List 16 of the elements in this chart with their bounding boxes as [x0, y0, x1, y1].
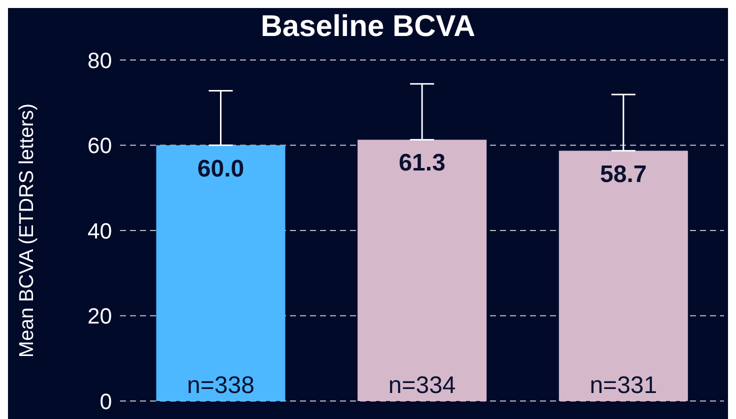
data-label: 61.3 [398, 150, 446, 177]
y-tick-label: 80 [88, 48, 112, 73]
y-tick-label: 20 [88, 304, 112, 329]
bar [156, 145, 286, 401]
chart-title: Baseline BCVA [260, 10, 476, 44]
bar [558, 150, 688, 401]
y-tick-label: 40 [88, 218, 112, 244]
annotation: n=338 [187, 372, 254, 399]
bar [358, 140, 487, 401]
y-axis-title: Mean BCVA (ETDRS letters) [16, 103, 38, 358]
y-tick-label: 0 [100, 388, 112, 414]
data-label: 60.0 [197, 155, 244, 182]
data-label: 58.7 [600, 160, 647, 188]
annotation: n=331 [590, 372, 658, 399]
y-tick-label: 60 [88, 133, 112, 158]
annotation: n=334 [388, 372, 456, 399]
